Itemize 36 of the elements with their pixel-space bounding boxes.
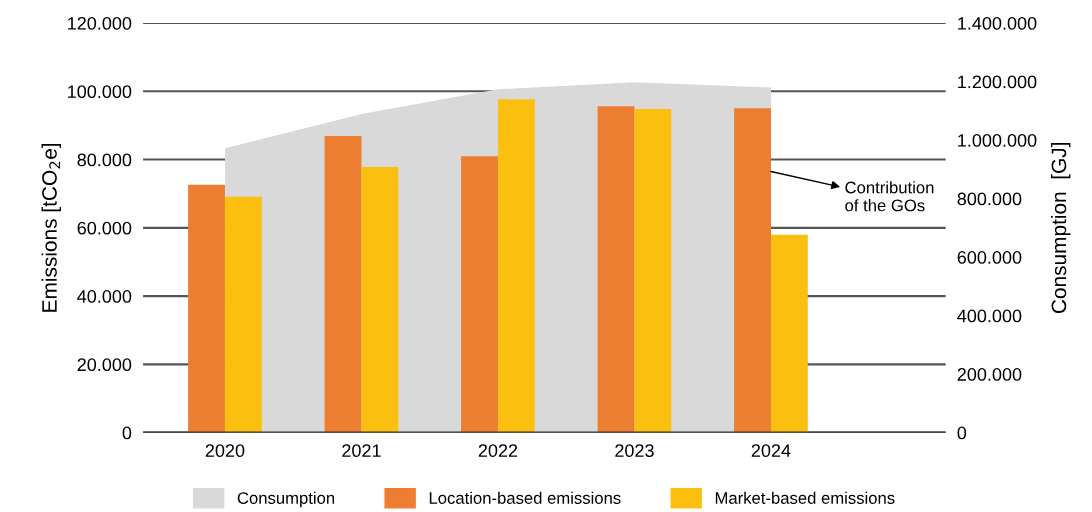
bar — [770, 234, 808, 433]
y2-axis-title: Consumption [GJ] — [1050, 143, 1071, 314]
x-tick-label: 2020 — [205, 444, 245, 458]
y2-tick-label: 200.000 — [957, 368, 1022, 381]
legend-label: Market-based emissions — [715, 491, 895, 504]
y-tick-label: 80.000 — [77, 153, 132, 167]
bar — [734, 108, 771, 433]
y-tick-label: 100.000 — [68, 85, 132, 99]
x-tick-label: 2024 — [751, 444, 791, 458]
bar — [361, 167, 399, 433]
y2-tick-label: 800.000 — [957, 192, 1022, 206]
bar — [634, 109, 672, 433]
y2-tick-label: 600.000 — [957, 251, 1022, 264]
x-tick-label: 2021 — [342, 444, 381, 458]
bar — [597, 106, 635, 433]
y2-tick-label: 1.200.000 — [958, 75, 1037, 89]
x-tick-label: 2022 — [478, 444, 518, 458]
y2-tick-label: 1.400.000 — [958, 16, 1037, 30]
legend-label: Location-based emissions — [429, 491, 621, 504]
x-tick-label: 2023 — [615, 444, 654, 458]
y-tick-label: 0 — [122, 426, 132, 440]
y-axis-title: Emissions [tCO$_{2}$e] — [41, 143, 61, 312]
y2-tick-label: 1.000.000 — [958, 134, 1037, 147]
y-tick-label: 40.000 — [77, 290, 132, 303]
bar — [461, 156, 498, 433]
y2-tick-label: 0 — [957, 426, 967, 440]
bar — [188, 184, 225, 433]
bar — [497, 99, 535, 433]
y-tick-label: 120.000 — [68, 16, 132, 30]
annotation: Contribution of the GOs — [845, 181, 934, 212]
legend-label: Consumption — [237, 491, 335, 508]
y-tick-label: 60.000 — [77, 221, 132, 235]
y2-tick-label: 400.000 — [957, 309, 1022, 323]
bar — [224, 196, 262, 433]
bar — [324, 136, 362, 433]
y-tick-label: 20.000 — [77, 358, 132, 372]
